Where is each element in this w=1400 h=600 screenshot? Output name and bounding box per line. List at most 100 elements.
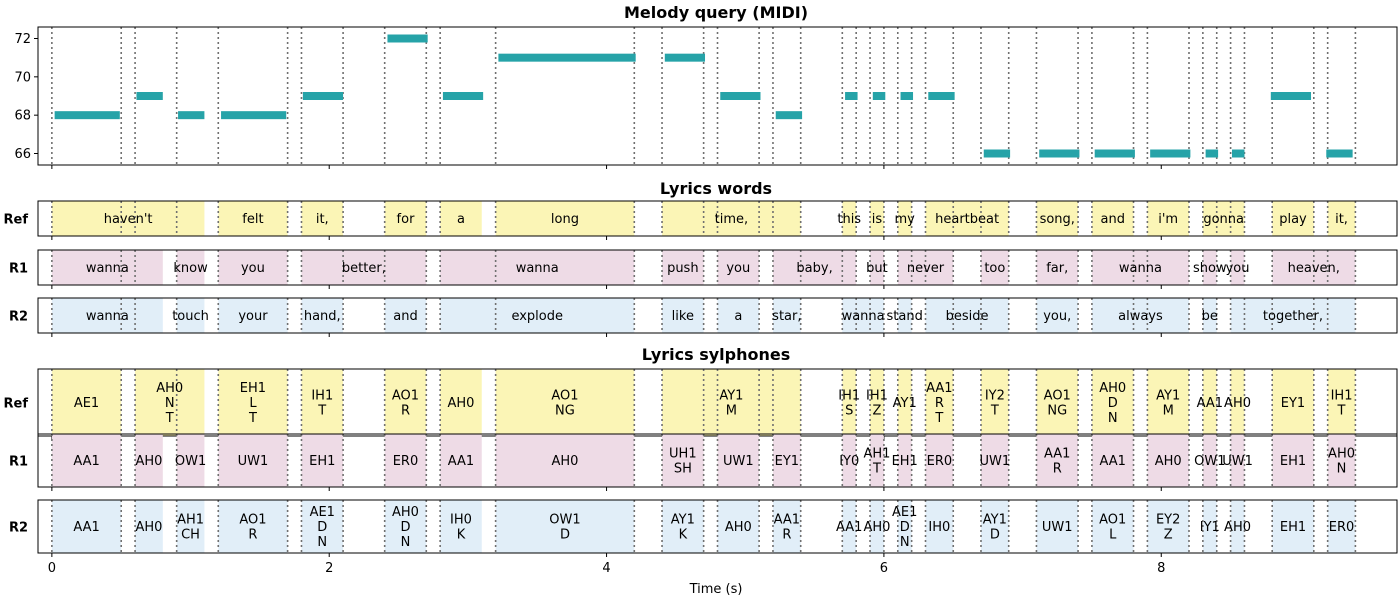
segment-bar	[384, 434, 427, 487]
x-tick-label: 8	[1157, 561, 1165, 576]
segment-bar	[1272, 500, 1314, 553]
segment-label: IY1	[1200, 520, 1220, 535]
segment-label: it,	[316, 212, 329, 227]
segment-bar	[384, 500, 427, 553]
segment-bar	[1202, 369, 1217, 436]
segment-label: my	[895, 212, 916, 227]
segment-label: AO1 R	[239, 513, 266, 543]
segment-label: AH0	[551, 454, 578, 469]
segment-label: a	[734, 309, 742, 324]
row-frame	[37, 200, 1398, 237]
segment-bar	[440, 369, 482, 436]
segment-label: IH1 T	[311, 389, 333, 419]
note-bar	[900, 92, 914, 100]
segment-label: you	[1226, 261, 1250, 276]
segment-label: gonna	[1203, 212, 1244, 227]
segment-bar	[1091, 500, 1134, 553]
segment-label: AA1	[73, 454, 99, 469]
segment-label: song,	[1040, 212, 1075, 227]
segment-label: OW1	[175, 454, 206, 469]
note-bar	[720, 92, 761, 100]
segment-bar	[897, 500, 912, 553]
segment-label: touch	[172, 309, 209, 324]
row-label: Ref	[4, 397, 29, 412]
segment-label: OW1 D	[549, 513, 580, 543]
note-bar	[178, 111, 205, 120]
note-bar	[221, 111, 287, 120]
note-bar	[775, 111, 803, 120]
row-frame	[37, 499, 1398, 554]
segment-label: UH1 SH	[669, 447, 697, 477]
y-tick-label: 72	[14, 32, 31, 47]
segment-label: i'm	[1158, 212, 1178, 227]
segment-label: better,	[342, 261, 386, 276]
segment-bar	[51, 298, 163, 333]
segment-label: wanna	[86, 309, 129, 324]
segment-bar	[870, 201, 884, 236]
note-bar	[1205, 149, 1219, 158]
segment-bar	[662, 298, 704, 333]
segment-bar	[1036, 434, 1079, 487]
segment-bar	[176, 500, 205, 553]
segment-bar	[1202, 298, 1217, 333]
segment-label: EY2 Z	[1156, 513, 1180, 543]
row-label: R2	[9, 310, 28, 325]
segment-bar	[925, 434, 954, 487]
segment-label: time,	[715, 212, 749, 227]
segment-bar	[1327, 434, 1356, 487]
segment-bar	[218, 250, 288, 285]
segment-label: felt	[242, 212, 263, 227]
segment-bar	[1230, 369, 1245, 436]
segment-label: heartbeat	[935, 212, 999, 227]
note-bar	[498, 53, 636, 62]
segment-bar	[842, 434, 857, 487]
segment-label: too	[984, 261, 1005, 276]
segment-label: like	[672, 309, 694, 324]
segment-bar	[1091, 250, 1189, 285]
note-bar	[1326, 149, 1353, 158]
y-tick-label: 66	[14, 147, 31, 162]
segment-bar	[176, 250, 205, 285]
segment-label: AE1 D N	[892, 505, 917, 550]
segment-label: AY1 M	[1156, 389, 1180, 419]
segment-label: AH0 N T	[156, 381, 183, 426]
note-bar	[664, 53, 706, 62]
segment-label: wanna	[842, 309, 885, 324]
segment-bar	[218, 201, 288, 236]
segment-bar	[301, 250, 427, 285]
segment-bar	[1230, 298, 1356, 333]
row-label: R1	[9, 455, 28, 470]
segment-label: EH1 L T	[240, 381, 266, 426]
note-bar	[1150, 149, 1191, 158]
segment-bar	[842, 298, 884, 333]
segment-label: this	[837, 212, 861, 227]
segment-label: AO1 NG	[1044, 389, 1071, 419]
segment-bar	[897, 201, 912, 236]
segment-label: UW1	[238, 454, 269, 469]
segment-label: together,	[1263, 309, 1323, 324]
segment-bar	[980, 500, 1009, 553]
segment-bar	[301, 500, 344, 553]
segment-bar	[495, 369, 635, 436]
segment-label: AH1 CH	[177, 513, 204, 543]
segment-bar	[301, 298, 344, 333]
segment-label: UW1	[723, 454, 754, 469]
segment-bar	[842, 369, 857, 436]
melody-title: Melody query (MIDI)	[624, 3, 808, 22]
segment-bar	[842, 201, 857, 236]
segment-label: wanna	[1119, 261, 1162, 276]
segment-label: AA1 R	[774, 513, 800, 543]
segment-bar	[51, 500, 122, 553]
segment-bar	[1036, 201, 1079, 236]
segment-bar	[1036, 500, 1079, 553]
segment-label: OW1	[1194, 454, 1225, 469]
segment-label: know	[173, 261, 208, 276]
segment-bar	[51, 434, 122, 487]
sylphones-title: Lyrics sylphones	[642, 345, 791, 364]
segment-bar	[980, 250, 1009, 285]
segment-label: AA1	[1100, 454, 1126, 469]
note-bar	[1270, 92, 1312, 100]
note-bar	[872, 92, 886, 100]
segment-label: UW1	[1042, 520, 1073, 535]
